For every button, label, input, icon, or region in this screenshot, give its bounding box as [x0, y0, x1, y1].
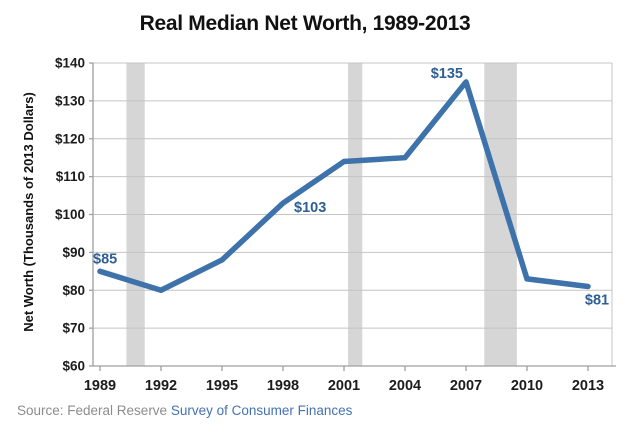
x-tick-label: 1998 — [267, 378, 299, 394]
data-label: $135 — [431, 66, 463, 82]
x-tick-label: 2007 — [450, 378, 482, 394]
y-tick-label: $130 — [55, 93, 85, 108]
source-prefix: Source: Federal Reserve — [17, 403, 171, 418]
source-caption: Source: Federal Reserve Survey of Consum… — [17, 403, 352, 418]
x-tick-label: 2013 — [572, 378, 604, 394]
y-tick-label: $80 — [62, 283, 85, 298]
x-tick-label: 1995 — [206, 378, 238, 394]
data-label: $81 — [585, 292, 609, 308]
y-tick-label: $60 — [62, 359, 85, 374]
y-tick-label: $70 — [62, 321, 85, 336]
y-tick-label: $90 — [62, 245, 85, 260]
chart-title: Real Median Net Worth, 1989-2013 — [139, 12, 471, 35]
data-label: $103 — [294, 200, 326, 216]
x-tick-label: 2001 — [328, 378, 360, 394]
series-line — [97, 79, 591, 293]
source-link[interactable]: Survey of Consumer Finances — [170, 403, 353, 418]
y-tick-label: $140 — [55, 56, 85, 71]
y-tick-label: $100 — [55, 207, 85, 222]
x-tick-label: 1989 — [84, 378, 116, 394]
y-tick-label: $120 — [55, 131, 85, 146]
y-tick-label: $110 — [56, 169, 85, 184]
x-tick-label: 1992 — [145, 378, 177, 394]
x-tick-label: 2004 — [389, 378, 421, 394]
x-tick-label: 2010 — [511, 378, 543, 394]
data-label: $85 — [93, 251, 117, 267]
